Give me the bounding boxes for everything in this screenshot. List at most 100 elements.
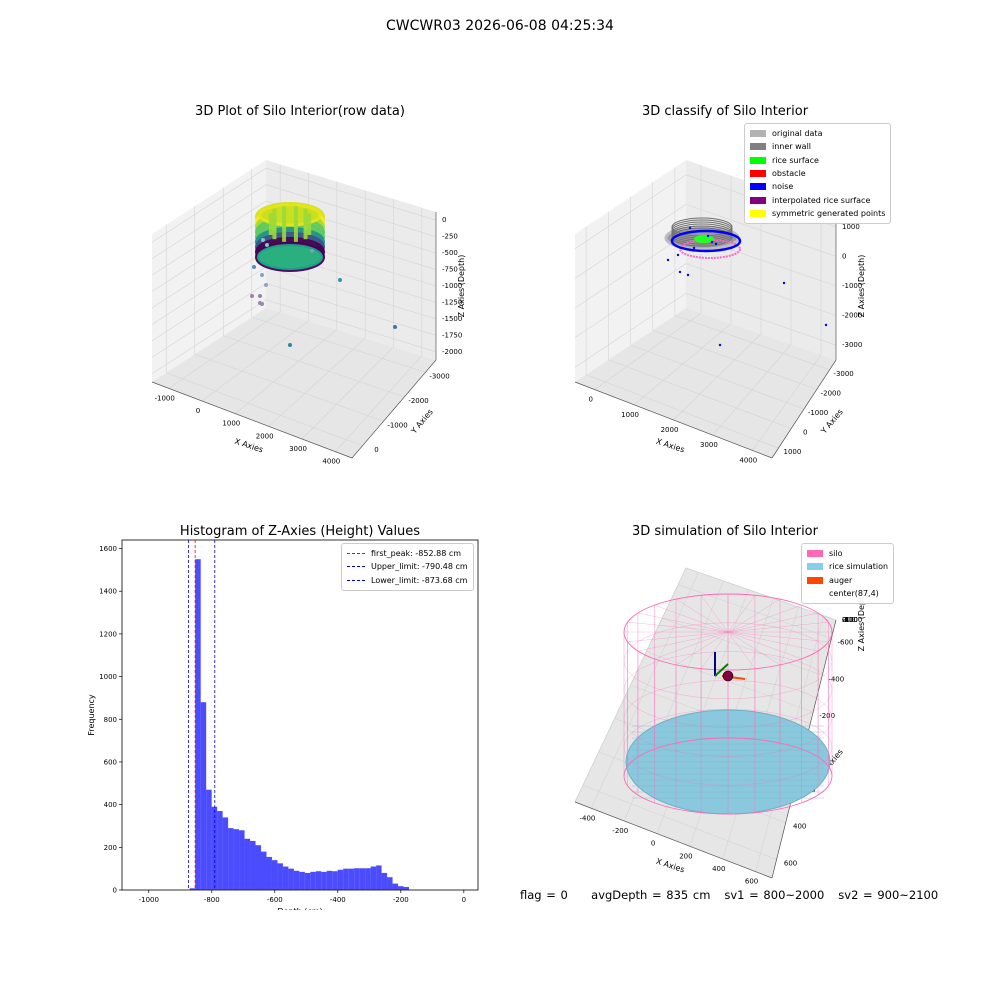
histogram-bar xyxy=(189,888,196,890)
histogram-bar xyxy=(195,559,201,890)
histogram-bar xyxy=(370,866,377,890)
silo-roof-line xyxy=(727,631,829,643)
legend-label: silo xyxy=(829,549,843,559)
legend-swatch xyxy=(750,170,766,178)
legend-label: noise xyxy=(772,182,794,192)
noise-point xyxy=(666,258,670,262)
z-tick-label: -600 xyxy=(842,616,858,624)
legend-swatch xyxy=(750,156,766,164)
y-tick-label: -3000 xyxy=(833,370,853,378)
histogram-bar xyxy=(250,840,256,890)
legend-line-swatch xyxy=(347,566,365,568)
z-grid-line xyxy=(151,217,267,292)
z-grid-line xyxy=(685,204,837,257)
z-tick-label: -1250 xyxy=(442,298,462,306)
z-grid-line xyxy=(151,299,267,375)
silo-roof-line xyxy=(637,631,729,652)
legend-entry: original data xyxy=(750,127,885,140)
y-tick-label: 800 xyxy=(104,716,117,724)
x-tick-label: 0 xyxy=(588,396,592,404)
data-point xyxy=(261,238,265,242)
x-tick-label: 0 xyxy=(462,896,466,904)
histogram-bar xyxy=(217,811,223,890)
x-tick-label: -200 xyxy=(393,896,409,904)
stalactite-mark xyxy=(272,208,277,231)
center-y-axis xyxy=(714,663,729,677)
y-grid-line xyxy=(646,651,814,713)
histogram-bar xyxy=(310,871,316,890)
chart4-3d-plot[interactable]: -400-2000200400600-600-400-2000200400600… xyxy=(540,540,980,900)
x-axis-label: X Axies xyxy=(655,437,686,455)
y-axis-label: Y Axies xyxy=(409,407,435,436)
x-tick-label: 1000 xyxy=(222,420,240,428)
legend-label: original data xyxy=(772,129,823,139)
stalactite-mark xyxy=(282,219,287,242)
x-axis-line xyxy=(574,381,773,459)
silo-roof-line xyxy=(675,598,729,633)
z-tick-label: 0 xyxy=(842,616,846,624)
z-grid-line xyxy=(265,266,437,320)
legend-swatch xyxy=(750,183,766,191)
x-tick-label: -600 xyxy=(267,896,283,904)
y-tick-label: 1200 xyxy=(99,630,117,638)
noise-point xyxy=(714,242,718,246)
stalactite-mark xyxy=(293,206,298,229)
figure-title: CWCWR03 2026-06-08 04:25:34 xyxy=(386,18,614,34)
histogram-bar xyxy=(392,883,399,890)
legend-swatch xyxy=(750,209,766,217)
z-grid-line xyxy=(685,567,837,621)
legend-swatch xyxy=(750,196,766,204)
y-tick-label: 400 xyxy=(104,801,117,809)
y-tick-label: -1000 xyxy=(808,409,828,417)
histogram-bar xyxy=(376,865,382,890)
noise-point xyxy=(678,270,682,274)
y-tick-label: 600 xyxy=(104,758,117,766)
chart3-title: Histogram of Z-Axies (Height) Values xyxy=(179,524,421,539)
y-axis-line xyxy=(771,359,837,459)
y-grid-line xyxy=(251,316,426,373)
legend-swatch xyxy=(807,590,823,597)
legend-entry: noise xyxy=(750,180,885,193)
data-point xyxy=(393,325,397,329)
legend-entry: symmetric generated points xyxy=(750,207,885,220)
legend-label: interpolated rice surface xyxy=(772,195,871,205)
data-point xyxy=(338,278,342,282)
data-point xyxy=(288,343,292,347)
y-grid-line xyxy=(223,335,405,398)
legend-entry: auger xyxy=(807,574,888,587)
z-tick-label: -400 xyxy=(842,616,858,624)
x-tick-label: 3000 xyxy=(289,445,307,453)
chart1-title: 3D Plot of Silo Interior(row data) xyxy=(195,104,405,119)
noise-point xyxy=(824,323,828,327)
histogram-bar xyxy=(228,828,234,890)
histogram-bar xyxy=(255,845,261,890)
data-point xyxy=(260,302,264,306)
z-tick-label: -1000 xyxy=(442,282,462,290)
histogram-chart[interactable]: -1000 -800 -600 -400 -200 0 0 200 400 600 800 1000 1… xyxy=(80,530,490,910)
z-tick-label: -200 xyxy=(842,616,858,624)
legend-entry: Lower_limit: -873.68 cm xyxy=(347,574,468,587)
histogram-bar xyxy=(271,860,278,890)
silo-roof-line xyxy=(727,631,756,669)
legend-label: auger xyxy=(829,575,853,585)
z-tick-label: -500 xyxy=(442,249,458,257)
noise-point xyxy=(688,226,692,230)
histogram-bar xyxy=(293,870,300,890)
legend-line-swatch xyxy=(347,579,365,581)
y-tick-label: -200 xyxy=(819,712,835,720)
z-axis-label: Z Axies (Depth) xyxy=(857,589,866,652)
noise-point xyxy=(676,253,680,257)
silo-roof-line xyxy=(727,612,819,633)
z-tick-label: -1750 xyxy=(442,331,462,339)
z-grid-line xyxy=(574,567,687,803)
noise-point xyxy=(706,234,710,238)
y-tick-label: 600 xyxy=(784,860,797,868)
legend-entry: obstacle xyxy=(750,167,885,180)
legend-label: rice surface xyxy=(772,155,819,165)
x-grid-line xyxy=(201,320,309,402)
histogram-bar xyxy=(315,871,322,890)
chart1-3d-plot[interactable]: -1000 0 1000 2000 3000 4000 -3000 -2000 -1000 0 0 -… xyxy=(90,120,510,480)
histogram-bar xyxy=(365,868,371,890)
legend-swatch xyxy=(807,563,823,571)
legend-entry: interpolated rice surface xyxy=(750,193,885,206)
